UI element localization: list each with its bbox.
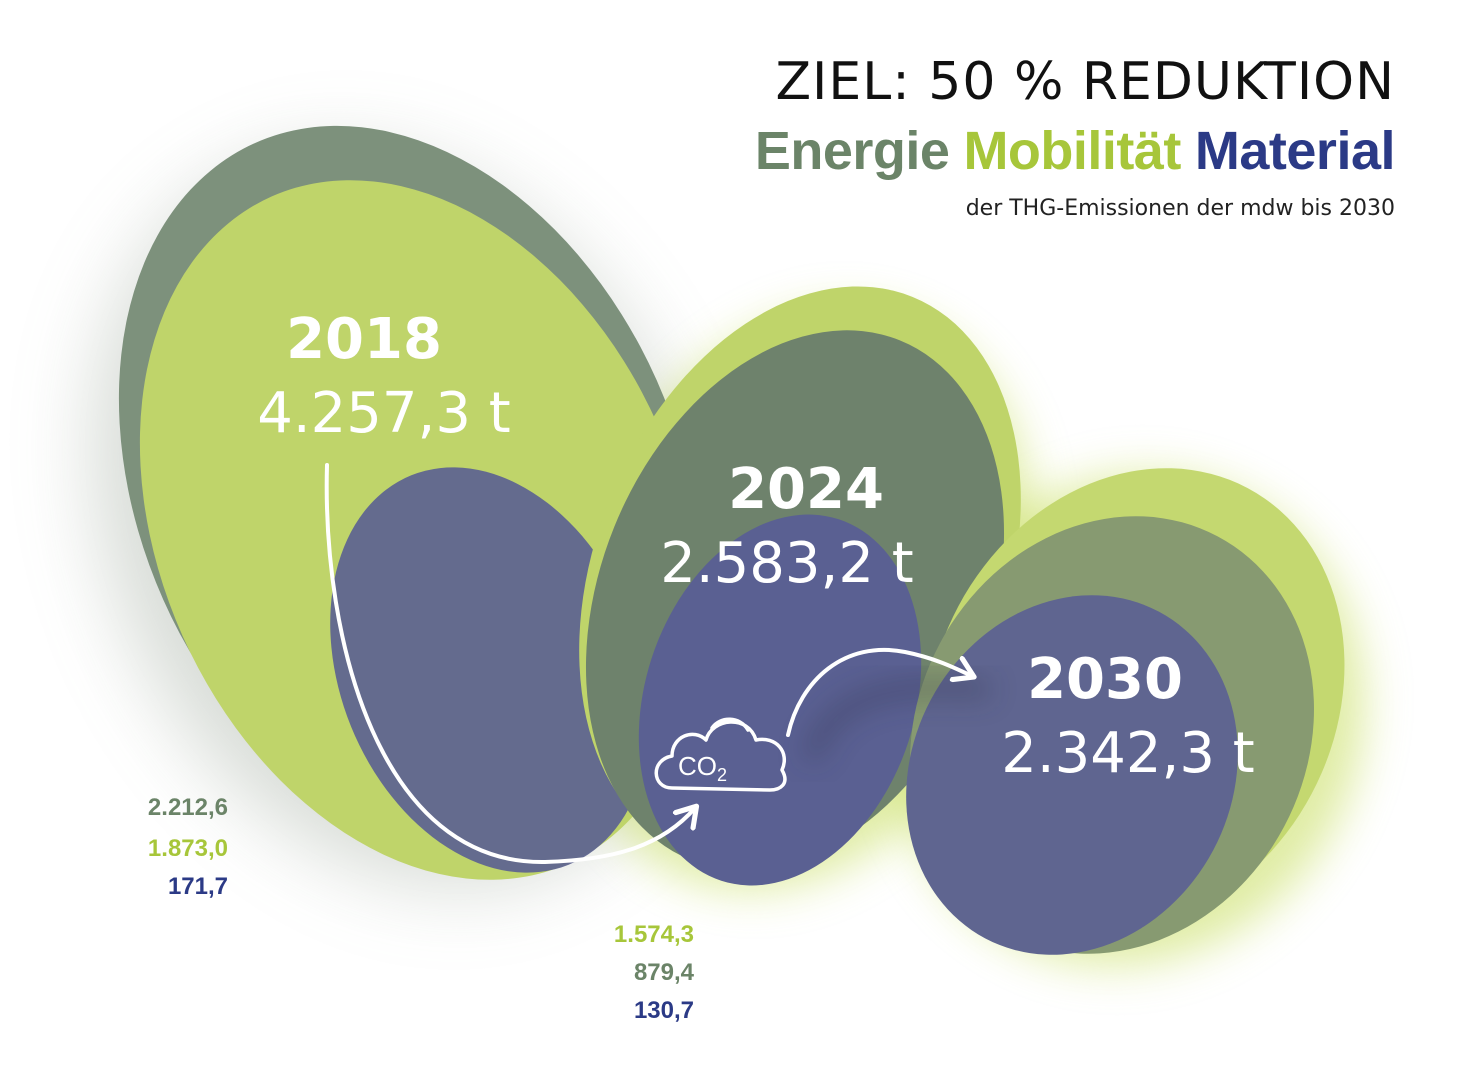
curved-arrow-icon-2024-2030: [786, 647, 972, 737]
breakdown-2024-mobilitaet: 1.574,3: [614, 921, 694, 948]
legend-mobilitaet: Mobilität: [963, 121, 1181, 181]
curved-arrow-icon-2018-2024: [324, 463, 695, 865]
year-label-2024: 2024: [728, 457, 884, 522]
year-label-2030: 2030: [1027, 647, 1183, 712]
legend-material: Material: [1194, 121, 1396, 181]
breakdown-2024-material: 130,7: [634, 997, 694, 1024]
total-label-2018: 4.257,3 t: [257, 381, 511, 446]
arrow-shadow: [801, 678, 991, 764]
total-label-2030: 2.342,3 t: [1001, 721, 1255, 786]
ellipse-2024-material: [638, 514, 922, 886]
page-title: ZIEL: 50 % REDUKTION: [775, 52, 1395, 112]
year-group-2018: [118, 125, 702, 880]
breakdown-2018-energie: 2.212,6: [148, 794, 228, 821]
legend-energie: Energie: [754, 121, 950, 181]
page-subtitle: der THG-Emissionen der mdw bis 2030: [965, 196, 1395, 221]
category-legend: Energie Mobilität Material: [754, 120, 1396, 182]
breakdown-2018-mobilitaet: 1.873,0: [148, 835, 228, 862]
breakdown-2018-material: 171,7: [168, 873, 228, 900]
breakdown-2024-energie: 879,4: [634, 959, 695, 986]
year-label-2018: 2018: [286, 307, 442, 372]
ellipse-2018-material: [330, 467, 650, 873]
total-label-2024: 2.583,2 t: [660, 531, 914, 596]
